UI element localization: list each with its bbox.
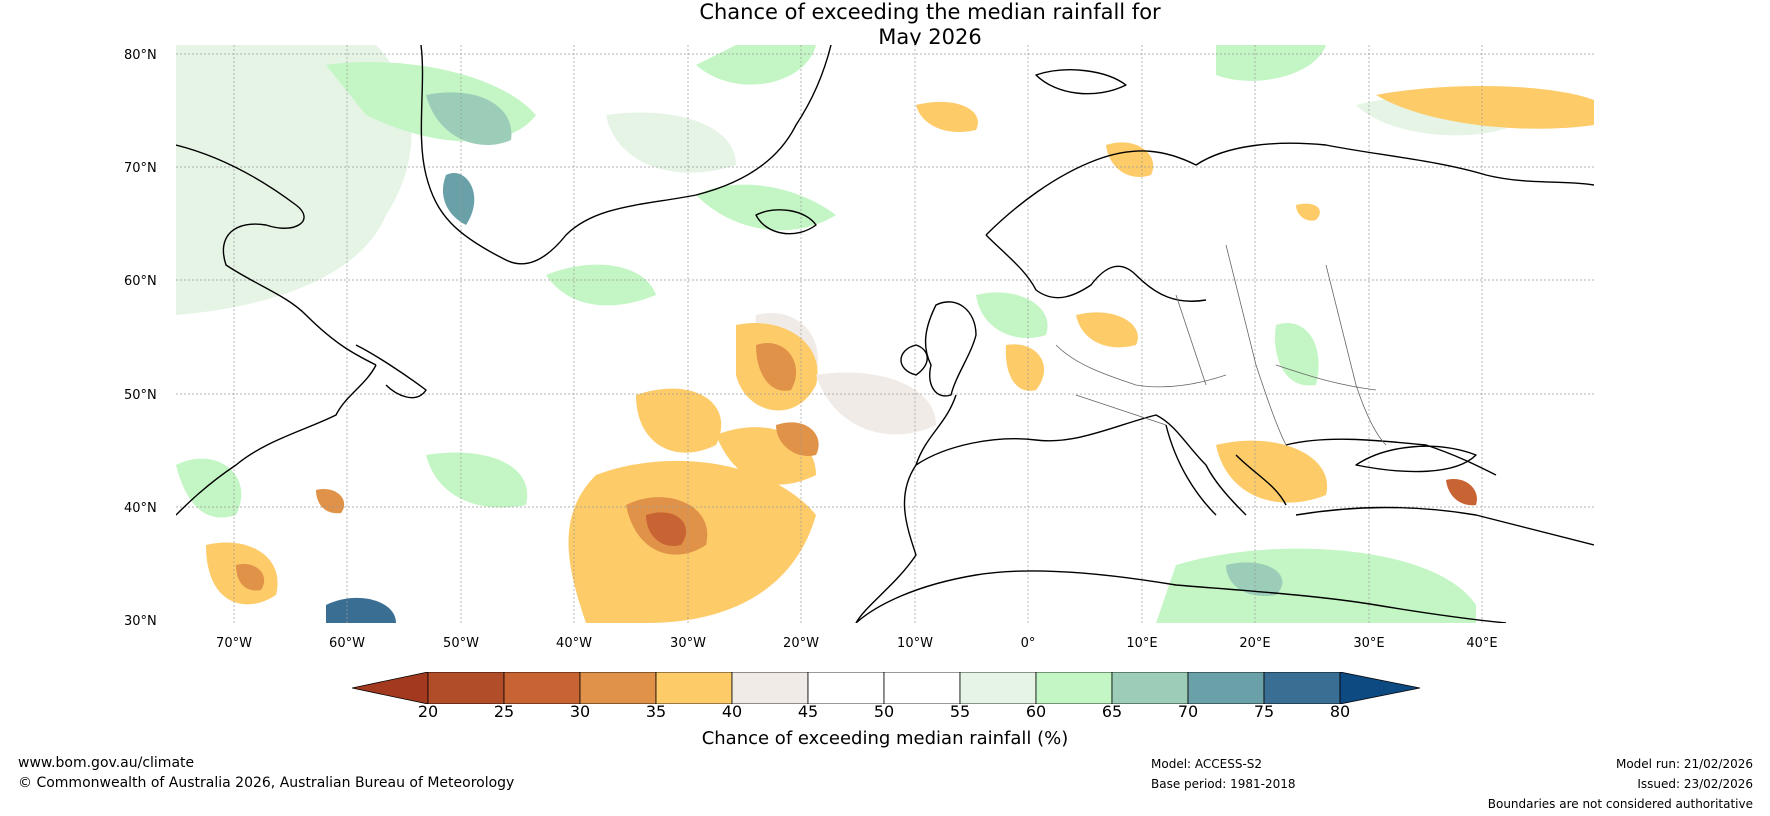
lon-label-50w: 50°W (443, 636, 479, 651)
issued-text: Issued: 23/02/2026 (1637, 777, 1753, 791)
base-period-text: Base period: 1981-2018 (1151, 777, 1296, 791)
colorbar-tick-45: 45 (797, 702, 819, 721)
colorbar-tick-55: 55 (949, 702, 971, 721)
colorbar-segment-35-40 (655, 671, 733, 705)
colorbar-tick-20: 20 (417, 702, 439, 721)
graticule (176, 45, 1594, 623)
colorbar-segment-50-55 (883, 671, 961, 705)
colorbar-segment-70-75 (1187, 671, 1265, 705)
model-text: Model: ACCESS-S2 (1151, 757, 1263, 771)
lon-label-20w: 20°W (783, 636, 819, 651)
colorbar-tick-35: 35 (645, 702, 667, 721)
colorbar-tick-40: 40 (721, 702, 743, 721)
coastlines (176, 45, 1594, 623)
lon-label-30w: 30°W (670, 636, 706, 651)
colorbar-tick-30: 30 (569, 702, 591, 721)
lon-label-70w: 70°W (216, 636, 252, 651)
colorbar-extend-low (351, 671, 429, 705)
rainfall-shading (176, 45, 1594, 623)
colorbar-tick-80: 80 (1329, 702, 1351, 721)
colorbar (351, 671, 1421, 705)
disclaimer-text: Boundaries are not considered authoritat… (1487, 797, 1753, 811)
lon-label-10w: 10°W (897, 636, 933, 651)
colorbar-segment-30-35 (579, 671, 657, 705)
lat-label-50n: 50°N (124, 388, 157, 403)
lat-label-70n: 70°N (124, 161, 157, 176)
rainfall-map (176, 45, 1594, 623)
colorbar-segment-55-60 (959, 671, 1037, 705)
lat-label-30n: 30°N (124, 614, 157, 629)
map-title: Chance of exceeding the median rainfall … (0, 0, 1770, 50)
colorbar-tick-50: 50 (873, 702, 895, 721)
colorbar-segment-45-50 (807, 671, 885, 705)
model-run-text: Model run: 21/02/2026 (1615, 757, 1753, 771)
lon-label-40e: 40°E (1466, 636, 1498, 651)
lat-label-80n: 80°N (124, 48, 157, 63)
lon-label-40w: 40°W (556, 636, 592, 651)
colorbar-extend-high (1339, 671, 1421, 705)
rainfall-map-svg (176, 45, 1594, 623)
colorbar-tick-65: 65 (1101, 702, 1123, 721)
country-borders (1055, 244, 1387, 446)
colorbar-segment-60-65 (1035, 671, 1113, 705)
copyright-text: © Commonwealth of Australia 2026, Austra… (18, 775, 515, 791)
colorbar-tick-60: 60 (1025, 702, 1047, 721)
lon-label-30e: 30°E (1353, 636, 1385, 651)
colorbar-tick-75: 75 (1253, 702, 1275, 721)
lon-label-60w: 60°W (329, 636, 365, 651)
lon-label-10e: 10°E (1126, 636, 1158, 651)
colorbar-svg (351, 671, 1421, 705)
colorbar-tick-25: 25 (493, 702, 515, 721)
colorbar-segment-40-45 (731, 671, 809, 705)
colorbar-segment-25-30 (503, 671, 581, 705)
lon-label-20e: 20°E (1239, 636, 1271, 651)
lat-label-60n: 60°N (124, 274, 157, 289)
colorbar-tick-70: 70 (1177, 702, 1199, 721)
map-title-line1: Chance of exceeding the median rainfall … (699, 0, 1161, 24)
colorbar-segment-20-25 (427, 671, 505, 705)
website-link[interactable]: www.bom.gov.au/climate (18, 755, 195, 771)
lat-label-40n: 40°N (124, 501, 157, 516)
colorbar-segment-75-80 (1263, 671, 1341, 705)
colorbar-segment-65-70 (1111, 671, 1189, 705)
colorbar-title: Chance of exceeding median rainfall (%) (701, 728, 1069, 749)
lon-label-0: 0° (1020, 636, 1036, 651)
